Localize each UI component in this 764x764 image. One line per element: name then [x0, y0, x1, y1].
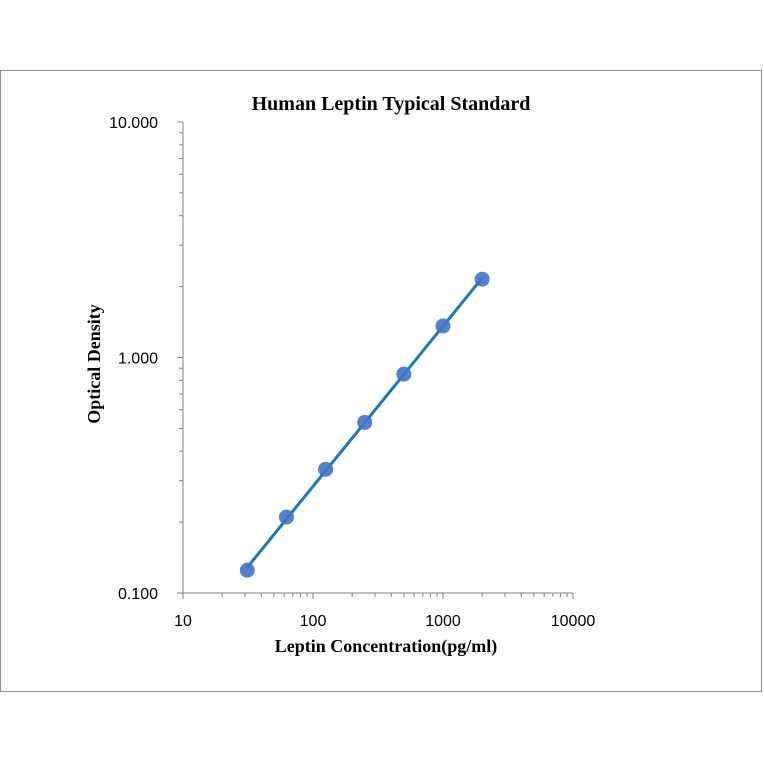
data-point — [278, 509, 294, 525]
data-point — [396, 366, 412, 382]
x-tick-label: 100 — [300, 613, 327, 630]
axes — [182, 122, 573, 594]
ticks — [177, 121, 574, 599]
x-tick-label: 10 — [174, 613, 192, 630]
y-tick-label: 10.000 — [109, 115, 158, 132]
chart-frame — [0, 70, 762, 692]
x-axis-title: Leptin Concentration(pg/ml) — [275, 636, 498, 657]
data-point — [435, 318, 451, 334]
y-tick-labels: 0.100 1.000 10.000 — [109, 115, 158, 603]
y-tick-label: 1.000 — [118, 351, 158, 368]
x-tick-label: 1000 — [425, 613, 461, 630]
data-point — [357, 414, 373, 430]
data-point — [474, 271, 490, 287]
data-point — [239, 562, 255, 578]
data-point — [318, 461, 334, 477]
y-axis-title: Optical Density — [84, 304, 104, 424]
y-tick-label: 0.100 — [118, 586, 158, 603]
chart-title: Human Leptin Typical Standard — [252, 93, 531, 115]
x-tick-label: 10000 — [551, 613, 596, 630]
x-tick-labels: 10 100 1000 10000 — [174, 613, 595, 630]
data-points — [239, 271, 490, 578]
